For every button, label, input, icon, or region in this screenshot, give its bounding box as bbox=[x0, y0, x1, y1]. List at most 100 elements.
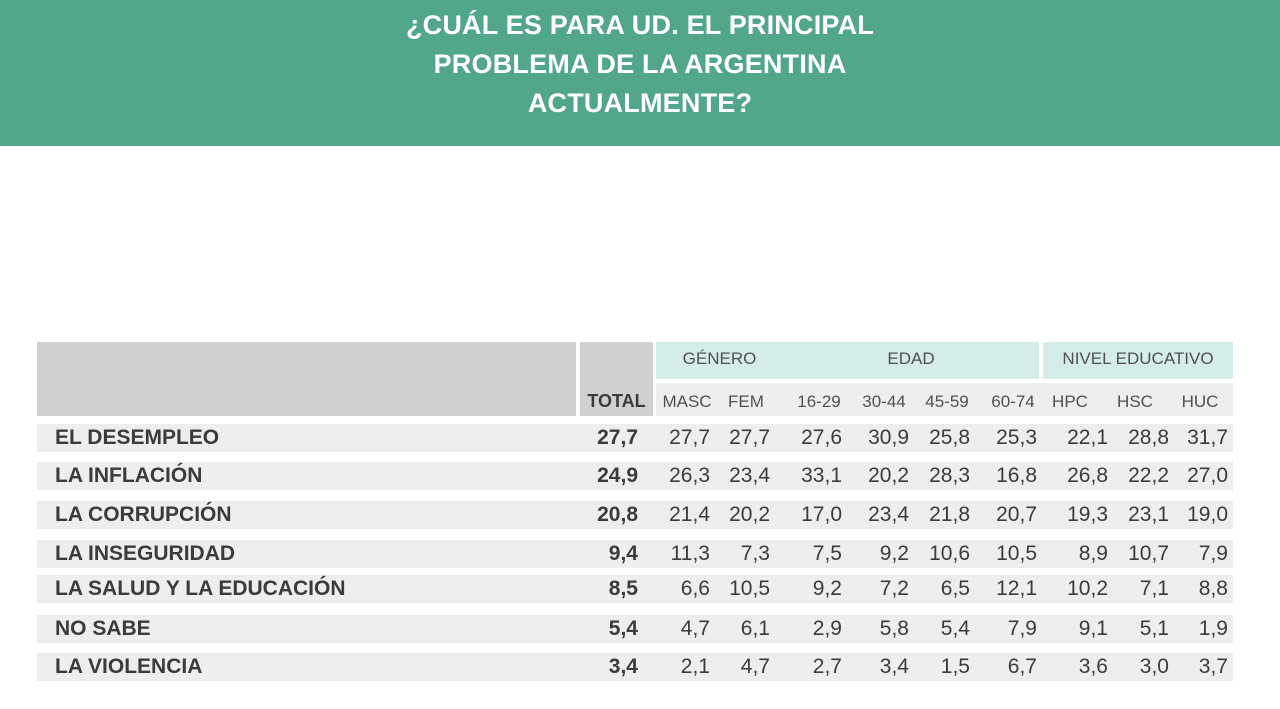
row-value: 10,2 bbox=[1067, 577, 1108, 600]
row-value: 3,6 bbox=[1078, 655, 1108, 678]
row-value: 11,3 bbox=[670, 542, 710, 565]
row-value: 21,4 bbox=[669, 503, 710, 526]
row-value: 3,4 bbox=[879, 655, 909, 678]
row-value: 23,4 bbox=[868, 503, 909, 526]
row-value: 22,2 bbox=[1128, 464, 1169, 487]
row-value: 6,1 bbox=[740, 617, 770, 640]
row-value: 1,5 bbox=[940, 655, 970, 678]
row-value: 6,7 bbox=[1007, 655, 1037, 678]
row-value: 7,1 bbox=[1139, 577, 1169, 600]
table-row bbox=[37, 462, 1233, 490]
row-value: 27,7 bbox=[729, 426, 770, 449]
row-value: 1,9 bbox=[1198, 617, 1228, 640]
row-total: 3,4 bbox=[608, 655, 638, 678]
row-value: 27,7 bbox=[669, 426, 710, 449]
column-header: FEM bbox=[728, 392, 764, 411]
row-value: 20,2 bbox=[868, 464, 909, 487]
title-line-3: ACTUALMENTE? bbox=[527, 88, 753, 118]
header-label-block bbox=[37, 342, 576, 416]
row-value: 21,8 bbox=[929, 503, 970, 526]
row-value: 17,0 bbox=[801, 503, 842, 526]
header-total: TOTAL bbox=[587, 391, 646, 411]
column-header: HPC bbox=[1052, 392, 1088, 411]
row-value: 30,9 bbox=[868, 426, 909, 449]
row-value: 12,1 bbox=[996, 577, 1037, 600]
row-value: 4,7 bbox=[680, 617, 710, 640]
title-line-2: PROBLEMA DE LA ARGENTINA bbox=[433, 49, 847, 79]
row-label: LA INFLACIÓN bbox=[55, 464, 203, 487]
header-group-edad-band bbox=[783, 342, 1039, 379]
row-value: 23,1 bbox=[1128, 503, 1169, 526]
title-line-1: ¿CUÁL ES PARA UD. EL PRINCIPAL bbox=[405, 10, 875, 40]
column-header: 45-59 bbox=[925, 392, 969, 411]
row-value: 2,7 bbox=[812, 655, 842, 678]
table-row bbox=[37, 653, 1233, 681]
row-value: 2,1 bbox=[680, 655, 710, 678]
header-group-edad: EDAD bbox=[887, 349, 935, 368]
row-value: 7,9 bbox=[1198, 542, 1228, 565]
row-value: 26,3 bbox=[669, 464, 710, 487]
row-value: 10,5 bbox=[996, 542, 1037, 565]
column-header: 16-29 bbox=[797, 392, 841, 411]
header-group-nivel-educativo-band bbox=[1043, 342, 1233, 379]
column-header: HSC bbox=[1117, 392, 1153, 411]
column-header: 60-74 bbox=[991, 392, 1035, 411]
row-value: 8,8 bbox=[1198, 577, 1228, 600]
row-value: 5,1 bbox=[1139, 617, 1169, 640]
row-value: 22,1 bbox=[1067, 426, 1108, 449]
header-total-block bbox=[580, 342, 653, 416]
subheader-band bbox=[656, 383, 1233, 416]
row-label: LA SALUD Y LA EDUCACIÓN bbox=[55, 577, 346, 600]
row-total: 27,7 bbox=[597, 426, 638, 449]
row-value: 19,0 bbox=[1187, 503, 1228, 526]
row-value: 9,2 bbox=[812, 577, 842, 600]
table-row bbox=[37, 575, 1233, 603]
row-label: NO SABE bbox=[55, 617, 151, 640]
row-value: 28,8 bbox=[1128, 426, 1169, 449]
row-value: 10,6 bbox=[929, 542, 970, 565]
row-label: LA CORRUPCIÓN bbox=[55, 503, 232, 526]
row-value: 3,7 bbox=[1198, 655, 1228, 678]
table-row bbox=[37, 501, 1233, 529]
row-value: 28,3 bbox=[929, 464, 970, 487]
row-value: 27,6 bbox=[801, 426, 842, 449]
table-row bbox=[37, 615, 1233, 643]
title-banner bbox=[0, 0, 1280, 146]
row-value: 16,8 bbox=[996, 464, 1037, 487]
column-header: HUC bbox=[1181, 392, 1219, 411]
row-total: 20,8 bbox=[597, 503, 638, 526]
row-value: 2,9 bbox=[812, 617, 842, 640]
row-value: 5,8 bbox=[879, 617, 909, 640]
row-value: 27,0 bbox=[1187, 464, 1228, 487]
chart-title: ¿CUÁL ES PARA UD. EL PRINCIPAL PROBLEMA … bbox=[340, 6, 940, 123]
row-value: 7,3 bbox=[740, 542, 770, 565]
row-value: 20,2 bbox=[729, 503, 770, 526]
row-value: 33,1 bbox=[801, 464, 842, 487]
row-value: 4,7 bbox=[740, 655, 770, 678]
row-total: 9,4 bbox=[608, 542, 638, 565]
row-value: 25,8 bbox=[929, 426, 970, 449]
row-value: 7,5 bbox=[812, 542, 842, 565]
row-value: 5,4 bbox=[940, 617, 970, 640]
row-value: 7,2 bbox=[879, 577, 909, 600]
row-value: 6,5 bbox=[940, 577, 970, 600]
row-value: 9,2 bbox=[879, 542, 909, 565]
row-value: 3,0 bbox=[1139, 655, 1169, 678]
row-value: 8,9 bbox=[1078, 542, 1108, 565]
row-total: 5,4 bbox=[608, 617, 638, 640]
row-value: 7,9 bbox=[1007, 617, 1037, 640]
table-row bbox=[37, 540, 1233, 568]
row-label: LA VIOLENCIA bbox=[55, 655, 203, 678]
row-value: 20,7 bbox=[996, 503, 1037, 526]
row-value: 9,1 bbox=[1078, 617, 1108, 640]
row-value: 6,6 bbox=[680, 577, 710, 600]
row-total: 8,5 bbox=[608, 577, 638, 600]
row-total: 24,9 bbox=[597, 464, 638, 487]
row-value: 26,8 bbox=[1067, 464, 1108, 487]
row-value: 25,3 bbox=[996, 426, 1037, 449]
row-value: 31,7 bbox=[1187, 426, 1228, 449]
header-group-nivel-educativo: NIVEL EDUCATIVO bbox=[1062, 349, 1214, 368]
row-label: EL DESEMPLEO bbox=[55, 426, 220, 449]
row-label: LA INSEGURIDAD bbox=[55, 542, 236, 565]
